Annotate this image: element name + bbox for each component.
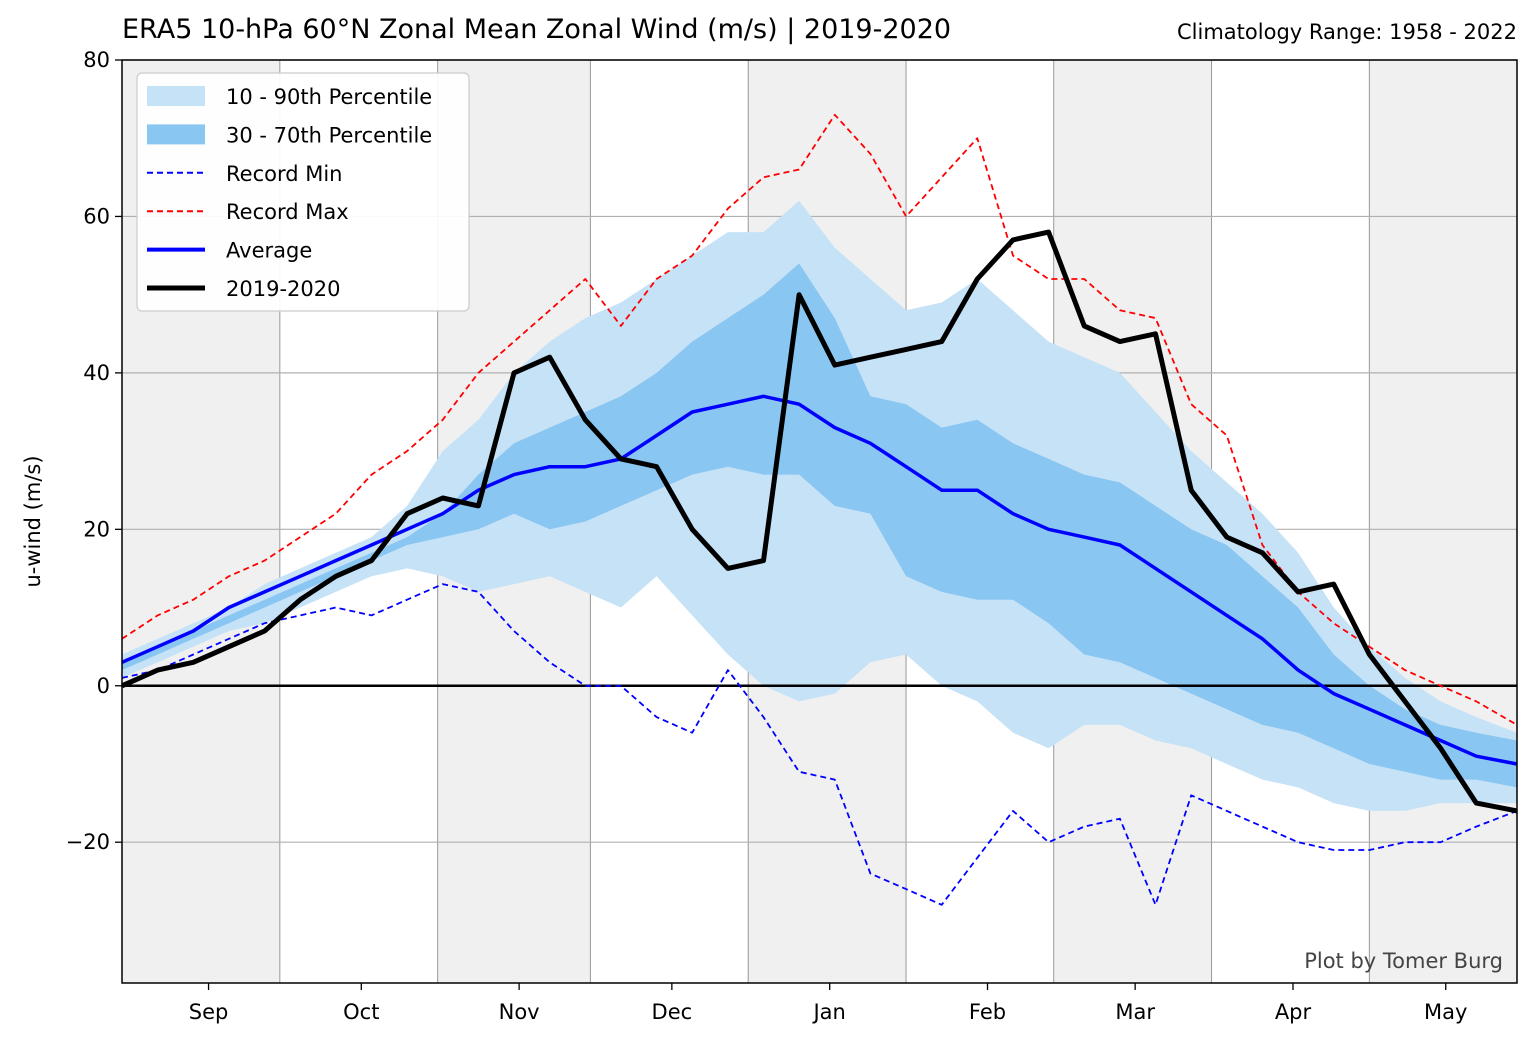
legend-label: Record Max — [226, 200, 349, 224]
xtick-label: Dec — [652, 1000, 693, 1024]
xtick-label: Jan — [811, 1000, 845, 1024]
legend-label: Average — [226, 239, 312, 263]
credit-label: Plot by Tomer Burg — [1304, 949, 1503, 973]
ytick-label: −20 — [66, 830, 110, 854]
ytick-label: 20 — [83, 517, 110, 541]
xtick-label: Mar — [1115, 1000, 1155, 1024]
legend-label: 2019-2020 — [226, 277, 340, 301]
legend: 10 - 90th Percentile 30 - 70th Percentile… — [137, 73, 469, 311]
ytick-label: 40 — [83, 361, 110, 385]
legend-swatch — [147, 86, 205, 106]
xtick-label: Apr — [1275, 1000, 1312, 1024]
ytick-label: 80 — [83, 48, 110, 72]
xtick-label: Feb — [969, 1000, 1006, 1024]
legend-label: 30 - 70th Percentile — [226, 123, 432, 147]
ytick-label: 60 — [83, 204, 110, 228]
y-axis-label: u-wind (m/s) — [21, 455, 45, 587]
xtick-label: May — [1424, 1000, 1467, 1024]
xtick-label: Oct — [343, 1000, 379, 1024]
legend-swatch — [147, 124, 205, 144]
legend-label: Record Min — [226, 162, 343, 186]
xtick-label: Sep — [189, 1000, 229, 1024]
legend-label: 10 - 90th Percentile — [226, 85, 432, 109]
chart-title: ERA5 10-hPa 60°N Zonal Mean Zonal Wind (… — [122, 14, 951, 45]
ytick-label: 0 — [97, 674, 110, 698]
xtick-label: Nov — [499, 1000, 540, 1024]
climatology-range-label: Climatology Range: 1958 - 2022 — [1177, 20, 1517, 44]
